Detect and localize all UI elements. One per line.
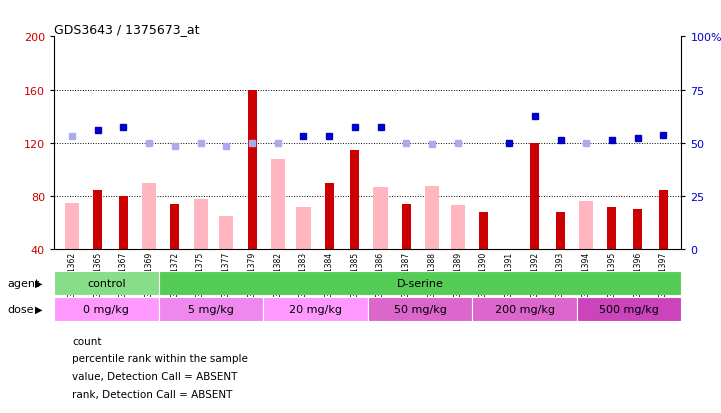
Bar — [350, 150, 359, 250]
Text: 20 mg/kg: 20 mg/kg — [289, 304, 342, 314]
Text: 500 mg/kg: 500 mg/kg — [599, 304, 659, 314]
Bar — [142, 183, 156, 250]
Text: dose: dose — [7, 304, 34, 314]
Bar — [65, 203, 79, 250]
Bar — [219, 217, 234, 250]
Bar — [193, 199, 208, 250]
Bar — [93, 190, 102, 250]
Bar — [531, 144, 539, 250]
Bar — [425, 186, 439, 250]
Text: ▶: ▶ — [35, 304, 42, 314]
Bar — [556, 213, 565, 250]
Bar — [159, 271, 681, 295]
Bar — [368, 297, 472, 321]
Text: GDS3643 / 1375673_at: GDS3643 / 1375673_at — [54, 23, 200, 36]
Text: 5 mg/kg: 5 mg/kg — [188, 304, 234, 314]
Text: percentile rank within the sample: percentile rank within the sample — [72, 354, 248, 363]
Bar — [577, 297, 681, 321]
Bar — [579, 202, 593, 250]
Bar — [402, 205, 411, 250]
Bar — [659, 190, 668, 250]
Bar — [296, 207, 311, 250]
Bar — [373, 188, 388, 250]
Text: rank, Detection Call = ABSENT: rank, Detection Call = ABSENT — [72, 389, 232, 399]
Bar — [119, 197, 128, 250]
Text: count: count — [72, 336, 102, 346]
Text: 200 mg/kg: 200 mg/kg — [495, 304, 554, 314]
Bar — [270, 159, 285, 250]
Bar — [159, 297, 263, 321]
Text: value, Detection Call = ABSENT: value, Detection Call = ABSENT — [72, 371, 237, 381]
Text: 50 mg/kg: 50 mg/kg — [394, 304, 446, 314]
Text: agent: agent — [7, 278, 40, 288]
Text: 0 mg/kg: 0 mg/kg — [84, 304, 129, 314]
Bar — [607, 207, 616, 250]
Bar — [472, 297, 577, 321]
Bar — [479, 213, 488, 250]
Bar — [54, 297, 159, 321]
Text: ▶: ▶ — [35, 278, 42, 288]
Bar — [54, 271, 159, 295]
Bar — [247, 90, 257, 250]
Bar — [451, 206, 465, 250]
Bar — [263, 297, 368, 321]
Bar — [170, 205, 180, 250]
Bar — [324, 183, 334, 250]
Text: control: control — [87, 278, 125, 288]
Text: D-serine: D-serine — [397, 278, 443, 288]
Bar — [633, 210, 642, 250]
